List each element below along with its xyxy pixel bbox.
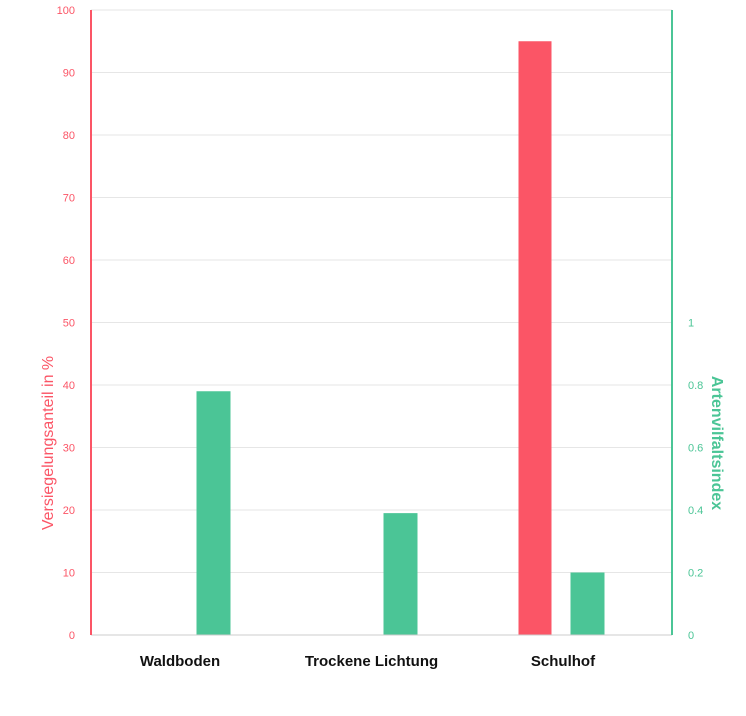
y-left-tick-label: 20 [63,505,75,517]
y-right-tick-label: 0 [688,630,694,642]
biodiversity-bar-schulhof [570,572,605,635]
x-category-label: Schulhof [531,653,596,670]
y-left-tick-label: 10 [63,568,75,580]
y-left-axis-title: Versiegelungsanteil in % [40,356,57,530]
y-right-tick-label: 0.4 [688,505,703,517]
y-left-tick-label: 30 [63,443,75,455]
y-left-tick-label: 60 [63,255,75,267]
y-left-tick-label: 100 [57,5,75,17]
sealing-bar-schulhof [518,41,552,635]
y-right-tick-label: 0.8 [688,380,703,392]
y-left-tick-label: 90 [63,68,75,80]
y-right-tick-label: 0.2 [688,568,703,580]
y-left-tick-label: 40 [63,380,75,392]
x-category-label: Trockene Lichtung [305,653,438,670]
y-left-tick-label: 80 [63,130,75,142]
y-left-tick-label: 50 [63,318,75,330]
biodiversity-bar-waldboden [196,391,231,635]
y-right-axis-title: Artenvilfaltsindex [708,376,725,510]
biodiversity-bar-trockene-lichtung [383,513,418,635]
y-right-tick-label: 1 [688,318,694,330]
y-left-tick-label: 70 [63,193,75,205]
y-right-tick-label: 0.6 [688,443,703,455]
x-category-label: Waldboden [140,653,220,670]
y-left-tick-label: 0 [69,630,75,642]
